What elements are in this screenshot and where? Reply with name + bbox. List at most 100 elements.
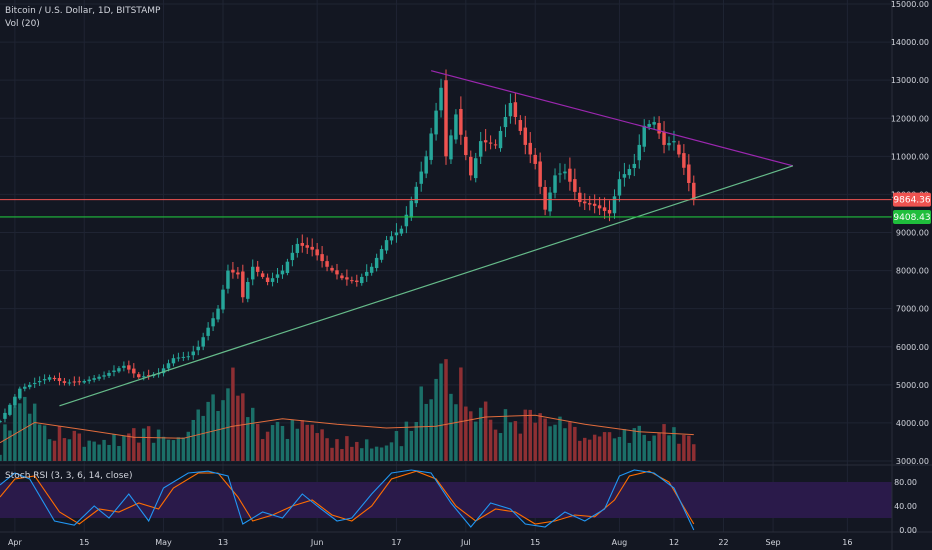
- volume-legend[interactable]: Vol (20): [5, 19, 40, 29]
- volume-bar: [57, 426, 62, 461]
- candle-body: [42, 379, 47, 381]
- candle-body: [146, 375, 151, 377]
- volume-bar: [414, 421, 419, 461]
- candle-body: [57, 378, 62, 382]
- horizontal-level-badge-background: [893, 209, 931, 224]
- candle-body: [578, 192, 582, 203]
- candle-body: [117, 368, 121, 372]
- price-candles: [0, 69, 696, 424]
- time-tick-label: Jun: [310, 538, 324, 547]
- candle-body: [622, 174, 627, 178]
- volume-bar: [186, 431, 191, 461]
- volume-bar: [424, 403, 428, 461]
- candle-body: [459, 108, 463, 135]
- price-tick-label: 8000.00: [896, 267, 929, 276]
- volume-bar: [97, 444, 101, 461]
- volume-bar: [692, 444, 696, 461]
- volume-ma-line: [0, 414, 694, 444]
- candle-body: [97, 376, 101, 379]
- candle-body: [389, 236, 394, 241]
- volume-bar: [622, 429, 627, 461]
- volume-bar: [632, 428, 637, 461]
- candle-body: [642, 125, 646, 147]
- candle-body: [137, 374, 141, 378]
- volume-bar: [687, 435, 691, 461]
- candle-body: [72, 381, 77, 383]
- price-candle: [137, 372, 141, 379]
- price-candle: [107, 370, 111, 378]
- candle-body: [107, 372, 111, 376]
- volume-bar: [295, 428, 300, 461]
- price-candle: [667, 136, 671, 151]
- time-axis-ticks[interactable]: Apr 15 May 13 Jun 17 Jul 15 Aug 12 22 Sep 16: [8, 538, 853, 547]
- candle-body: [563, 171, 567, 174]
- volume-bar: [260, 439, 265, 461]
- volume-bar: [578, 440, 582, 461]
- candle-body: [127, 365, 131, 370]
- candle-body: [409, 200, 414, 218]
- candle-body: [102, 375, 106, 377]
- volume-bar: [166, 439, 171, 461]
- price-candle: [508, 93, 513, 124]
- volume-bar: [493, 429, 498, 461]
- stoch-rsi-tick-label: 0.00: [899, 526, 917, 535]
- volume-bar: [72, 430, 77, 461]
- volume-bar: [107, 444, 111, 461]
- price-candle: [37, 376, 42, 386]
- volume-bar: [469, 411, 473, 461]
- stoch-rsi-legend[interactable]: Stoch RSI (3, 3, 6, 14, close): [5, 471, 132, 481]
- stoch-rsi-tick-label: 80.00: [894, 478, 917, 487]
- volume-bar: [132, 428, 136, 461]
- price-candle: [543, 180, 547, 216]
- candle-body: [330, 267, 334, 271]
- price-candle: [42, 374, 47, 385]
- candle-body: [92, 378, 96, 380]
- volume-bar: [146, 426, 151, 461]
- price-candle: [607, 200, 612, 222]
- volume-bar: [191, 419, 196, 461]
- candle-body: [265, 277, 270, 283]
- price-candle: [350, 276, 354, 284]
- support-trendline[interactable]: [59, 165, 794, 407]
- price-candle: [488, 135, 493, 150]
- candle-body: [231, 269, 235, 273]
- price-candle: [622, 162, 627, 187]
- candle-body: [355, 280, 359, 283]
- volume-bar: [127, 433, 131, 461]
- volume-bar: [221, 400, 225, 461]
- stoch-rsi-d-line: [0, 470, 695, 525]
- volume-bar: [597, 436, 602, 461]
- volume-bar: [350, 446, 354, 461]
- candle-body: [677, 144, 681, 155]
- price-candle: [563, 163, 567, 180]
- candle-body: [295, 243, 300, 253]
- resistance-trendline[interactable]: [430, 70, 794, 167]
- volume-bar: [122, 435, 126, 461]
- candle-body: [335, 270, 339, 275]
- price-tick-label: 4000.00: [896, 419, 929, 428]
- price-candle: [97, 374, 101, 381]
- price-candle: [27, 382, 32, 390]
- price-candle: [493, 139, 498, 149]
- price-tick-label: 15000.00: [891, 0, 929, 9]
- price-candle: [473, 152, 478, 183]
- symbol-title[interactable]: Bitcoin / U.S. Dollar, 1D, BITSTAMP: [5, 6, 161, 16]
- candle-body: [161, 368, 166, 374]
- volume-bar: [335, 439, 339, 461]
- price-candle: [330, 265, 334, 273]
- price-candle: [657, 116, 661, 139]
- candle-body: [77, 381, 82, 383]
- candle-body: [632, 163, 637, 169]
- volume-bar: [518, 433, 523, 461]
- candle-body: [493, 144, 498, 146]
- price-candle: [226, 264, 230, 294]
- price-candle: [553, 168, 557, 199]
- volume-bar: [330, 447, 334, 461]
- candle-body: [0, 421, 2, 423]
- price-candle: [246, 277, 250, 303]
- candle-body: [553, 175, 557, 193]
- candle-body: [488, 142, 493, 144]
- price-candle: [687, 154, 691, 192]
- volume-bar: [454, 404, 458, 461]
